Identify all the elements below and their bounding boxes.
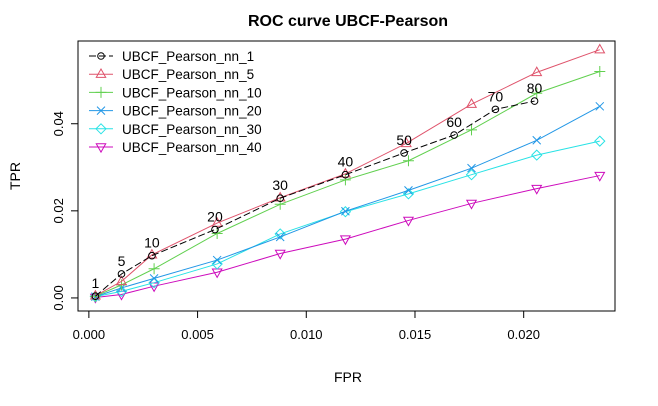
data-point <box>530 97 539 105</box>
data-point <box>467 163 476 173</box>
point-label: 5 <box>118 253 126 269</box>
series-line <box>95 71 600 297</box>
y-axis: 0.00 0.02 0.04 <box>51 111 79 311</box>
x-tick-label: 0.005 <box>181 327 214 342</box>
data-point <box>148 263 160 275</box>
data-point <box>341 206 350 216</box>
data-point <box>531 184 543 195</box>
legend-entry: UBCF_Pearson_nn_40 <box>89 140 262 155</box>
data-point <box>594 135 606 147</box>
data-point <box>400 149 408 157</box>
data-point <box>594 43 606 54</box>
data-point <box>341 170 350 179</box>
data-point <box>211 227 223 239</box>
data-point <box>148 251 156 260</box>
series-line <box>95 105 601 298</box>
data-point <box>117 270 126 278</box>
legend-marker <box>95 123 107 135</box>
legend-label: UBCF_Pearson_nn_30 <box>122 122 262 137</box>
legend-marker <box>97 52 105 60</box>
data-point <box>211 258 223 270</box>
y-tick-label: 0.02 <box>51 198 66 223</box>
legend-entry: UBCF_Pearson_nn_5 <box>89 67 254 82</box>
data-point <box>402 155 414 167</box>
legend-label: UBCF_Pearson_nn_40 <box>122 140 262 155</box>
data-point <box>404 186 413 195</box>
data-point <box>400 137 412 148</box>
point-label: 20 <box>207 209 223 225</box>
data-point <box>91 292 100 300</box>
legend-label: UBCF_Pearson_nn_1 <box>122 49 254 64</box>
x-tick-label: 0.000 <box>73 327 106 342</box>
legend-entry: UBCF_Pearson_nn_30 <box>89 122 262 137</box>
legend-entry: UBCF_Pearson_nn_1 <box>89 49 254 64</box>
y-axis-label: TPR <box>7 162 23 190</box>
data-point <box>450 131 458 139</box>
series-UBCF_Pearson_nn_1 <box>91 97 539 300</box>
legend-marker <box>95 68 107 78</box>
data-point <box>211 216 223 227</box>
data-point <box>274 228 286 240</box>
x-tick-label: 0.010 <box>290 327 323 342</box>
x-tick-label: 0.015 <box>399 327 432 342</box>
data-point <box>274 249 286 260</box>
legend-label: UBCF_Pearson_nn_20 <box>122 104 262 119</box>
data-point <box>402 216 415 227</box>
data-point <box>149 273 159 283</box>
legend-label: UBCF_Pearson_nn_5 <box>122 67 254 82</box>
point-label: 70 <box>488 88 504 104</box>
data-point <box>531 149 543 161</box>
point-label: 60 <box>446 114 462 130</box>
data-point <box>465 168 478 181</box>
legend-marker <box>95 143 107 154</box>
data-point <box>594 65 606 77</box>
point-label: 30 <box>272 177 288 193</box>
legend-box <box>80 43 280 157</box>
point-label: 10 <box>144 235 160 251</box>
series-line <box>95 100 535 297</box>
y-tick-label: 0.04 <box>51 111 66 136</box>
point-label: 1 <box>91 275 99 291</box>
data-point <box>211 225 219 234</box>
legend-label: UBCF_Pearson_nn_10 <box>122 85 262 100</box>
series-line <box>95 140 600 298</box>
data-point <box>274 191 286 202</box>
x-tick-label: 0.020 <box>507 327 540 342</box>
data-point <box>465 199 478 210</box>
x-axis-label: FPR <box>334 369 362 385</box>
data-point <box>531 66 543 77</box>
data-point <box>212 255 222 265</box>
data-point <box>595 101 605 111</box>
data-point <box>491 105 500 114</box>
x-axis: 0.000 0.005 0.010 0.015 0.020 <box>73 310 540 342</box>
data-point <box>465 97 478 108</box>
chart-title: ROC curve UBCF-Pearson <box>248 13 448 30</box>
annotation-layer: 1 5 10 20 30 40 50 60 70 80 <box>91 80 542 291</box>
y-tick-label: 0.00 <box>51 285 66 310</box>
data-point <box>275 232 285 242</box>
data-point <box>276 194 284 203</box>
legend-marker <box>95 86 107 98</box>
point-label: 50 <box>396 132 412 148</box>
legend-entry: UBCF_Pearson_nn_10 <box>89 85 262 100</box>
data-point <box>466 124 478 136</box>
data-point <box>531 87 543 99</box>
data-point <box>115 285 128 298</box>
series-layer <box>89 43 606 304</box>
legend-marker <box>96 106 106 115</box>
series-line <box>95 49 600 297</box>
legend-entry: UBCF_Pearson_nn_20 <box>89 104 262 119</box>
data-point <box>402 188 415 200</box>
legend: UBCF_Pearson_nn_1 UBCF_Pearson_nn_5 UBCF_P… <box>80 43 280 157</box>
series-line <box>95 175 600 298</box>
data-point <box>339 235 351 246</box>
data-point <box>339 174 351 186</box>
data-point <box>115 275 128 286</box>
point-label: 40 <box>338 154 354 170</box>
series-UBCF_Pearson_nn_40 <box>89 171 606 304</box>
point-label: 80 <box>527 80 543 96</box>
data-point <box>532 135 542 145</box>
data-point <box>594 171 606 182</box>
